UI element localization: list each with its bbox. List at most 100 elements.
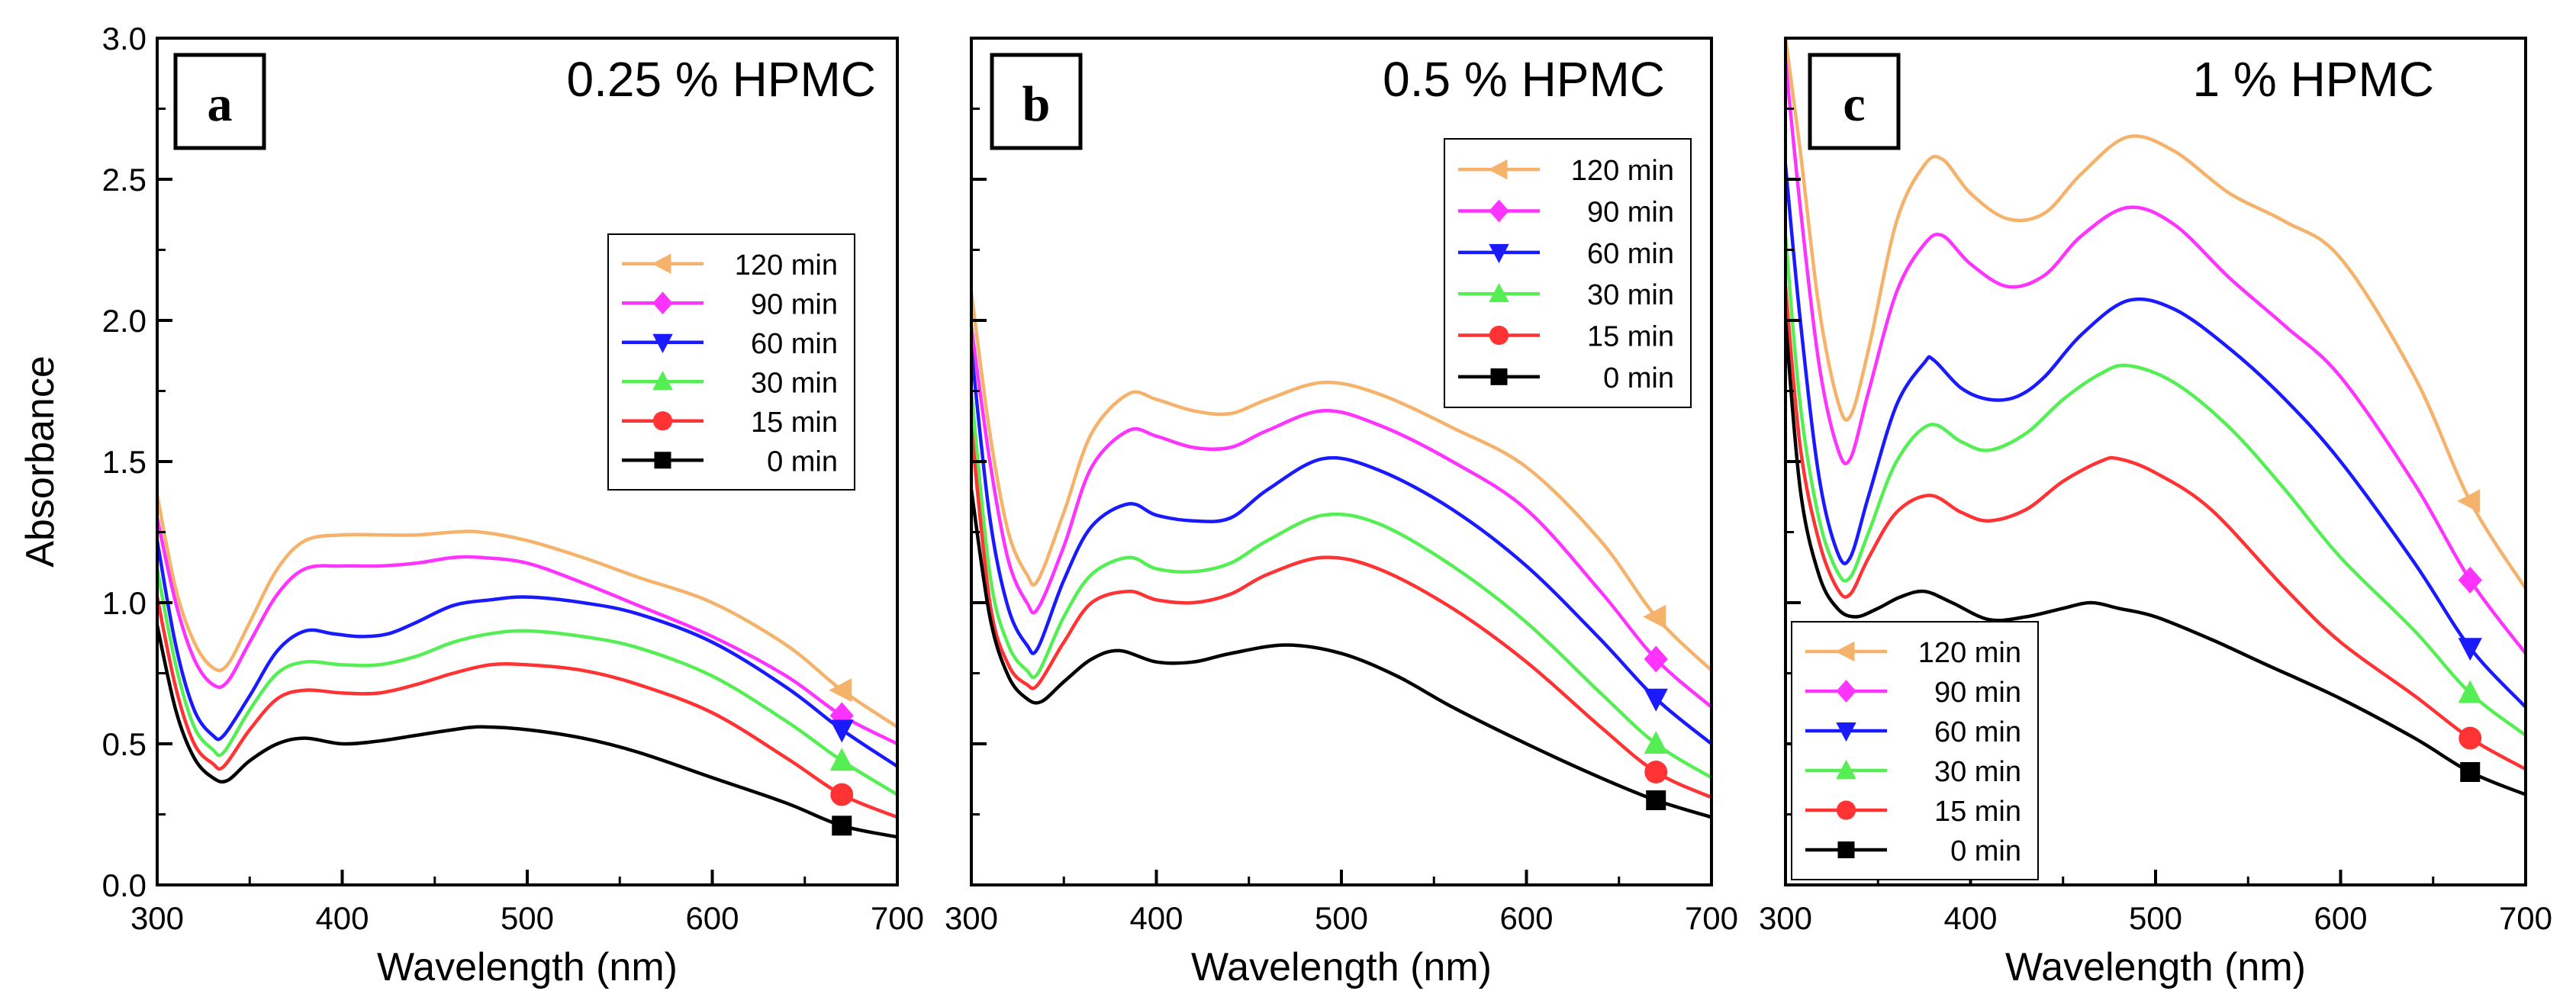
- panel-c-series-60-min-marker: [2458, 638, 2482, 661]
- panel-c-series-120-min-marker: [2457, 489, 2481, 513]
- panel-b-series-15-min-marker: [1644, 761, 1668, 783]
- panel-a-label: a: [208, 76, 233, 132]
- panel-b-label: b: [1022, 76, 1051, 132]
- panel-a-x-tick-label: 400: [315, 900, 369, 936]
- panel-b-series-90-min-marker: [1644, 645, 1668, 673]
- panel-a-series-0-min-marker: [832, 816, 852, 836]
- panel-b-legend: 120 min 90 min 60 min 30 min 15 min 0 min: [1444, 138, 1692, 408]
- panel-a-legend-label: 0 min: [767, 446, 838, 478]
- panel-a-y-tick-label: 1.5: [102, 444, 147, 480]
- panel-b-axes: 300 400 500 600 700: [945, 37, 1738, 936]
- panel-a-series-60-min-marker: [829, 719, 854, 743]
- panel-b-legend-box: [1444, 138, 1692, 408]
- panel-c-legend-marker: [1836, 722, 1856, 742]
- panel-a-series-60-min-line: [157, 539, 897, 768]
- panel-a-y-tick-label: 2.5: [102, 162, 147, 198]
- panel-a-x-tick-label: 600: [685, 900, 739, 936]
- panel-b-series-60-min-marker: [1644, 688, 1668, 712]
- panel-c-title: 1 % HPMC: [2193, 52, 2435, 107]
- panel-b-x-tick-label: 600: [1499, 900, 1553, 936]
- panel-b-legend-marker: [1490, 368, 1508, 385]
- panel-b-legend-label: 0 min: [1603, 362, 1674, 394]
- panel-c-legend-box: [1791, 621, 2039, 880]
- panel-a-y-tick-label: 0.5: [102, 726, 147, 762]
- panel-a-legend-marker: [652, 291, 673, 315]
- panel-b-series-120-min-marker: [1643, 604, 1666, 629]
- panel-a-title: 0.25 % HPMC: [567, 52, 876, 107]
- panel-c-legend-label: 15 min: [1934, 796, 2021, 828]
- panel-a-x-tick-label: 300: [130, 900, 184, 936]
- panel-b-legend-label: 60 min: [1587, 238, 1674, 270]
- panel-b-legend-label: 30 min: [1587, 279, 1674, 311]
- panel-a-series: [157, 494, 897, 839]
- panel-a-series-30-min-line: [157, 567, 897, 796]
- panel-a-y-axis-label: Absorbance: [18, 356, 63, 568]
- panel-a-y-tick-label: 1.0: [102, 585, 147, 621]
- panel-c-legend-label: 120 min: [1918, 637, 2021, 669]
- panel-b-series-60-min-line: [971, 346, 1711, 746]
- panel-b-label-box: [990, 53, 1083, 150]
- panel-a-legend-marker: [652, 370, 673, 391]
- panel-b-legend-label: 90 min: [1587, 197, 1674, 229]
- panel-a-legend-label: 30 min: [751, 367, 838, 399]
- panel-a-x-tick-label: 500: [501, 900, 554, 936]
- panel-a-series-0-min-line: [157, 623, 897, 839]
- panel-b-title: 0.5 % HPMC: [1383, 52, 1665, 107]
- panel-a-legend-label: 15 min: [751, 407, 838, 439]
- panel-c-x-tick-label: 500: [2129, 900, 2182, 936]
- panel-c: 300 400 500 600 700 c 1 % HPMC Wavelength (n…: [1759, 37, 2552, 989]
- panel-c-legend-marker: [1836, 759, 1856, 779]
- panel-c-series-90-min-marker: [2458, 566, 2482, 594]
- panel-b-series-0-min-marker: [1646, 790, 1666, 810]
- panel-a-legend-marker: [654, 452, 671, 469]
- panel-b-legend-marker: [1488, 159, 1508, 180]
- panel-a-series-90-min-line: [157, 516, 897, 746]
- panel-c-series: [1785, 38, 2526, 796]
- panel-c-series-60-min-line: [1785, 163, 2526, 709]
- panel-c-series-0-min-line: [1785, 318, 2526, 796]
- panel-c-x-tick-label: 600: [2314, 900, 2367, 936]
- panel-c-legend-label: 0 min: [1950, 835, 2021, 867]
- panel-a-series-120-min-line: [157, 494, 897, 729]
- panel-b-series-0-min-line: [971, 487, 1711, 819]
- panel-c-label: c: [1843, 76, 1865, 132]
- panel-c-series-0-min-marker: [2460, 762, 2481, 782]
- panel-b-series-30-min-line: [971, 389, 1711, 780]
- panel-a-legend-marker: [652, 253, 671, 274]
- panel-a-x-tick-label: 700: [871, 900, 924, 936]
- panel-b-legend-marker: [1489, 243, 1509, 264]
- panel-c-x-tick-label: 300: [1759, 900, 1812, 936]
- panel-c-legend-label: 90 min: [1934, 677, 2021, 709]
- panel-a-axes: 300 400 500 600 700 0.0 0.5 1.0 1.5 2.0 2.5 3.0: [102, 21, 924, 936]
- panel-c-series-15-min-line: [1785, 285, 2526, 771]
- panel-b-series-15-min-line: [971, 426, 1711, 799]
- panel-b-legend-marker: [1489, 282, 1509, 303]
- panel-c-x-tick-label: 700: [2499, 900, 2552, 936]
- panel-c-x-axis-label: Wavelength (nm): [2005, 945, 2306, 989]
- panel-a-series-120-min-marker: [829, 678, 852, 703]
- panel-b: 300 400 500 600 700 b 0.5 % HPMC Wavelength …: [945, 37, 1738, 989]
- panel-b-x-tick-label: 500: [1315, 900, 1368, 936]
- panel-a-x-axis-label: Wavelength (nm): [377, 945, 678, 989]
- panel-a-series-15-min-line: [157, 595, 897, 819]
- panel-c-legend-label: 60 min: [1934, 716, 2021, 748]
- panel-b-series-90-min-line: [971, 324, 1711, 709]
- panel-a-series-30-min-marker: [829, 748, 854, 771]
- panel-c-series-30-min-line: [1785, 233, 2526, 738]
- panel-a-legend: 120 min 90 min 60 min 30 min 15 min 0 min: [607, 233, 855, 491]
- panel-b-x-tick-label: 400: [1129, 900, 1183, 936]
- panel-a-legend-box: [607, 233, 855, 491]
- panel-c-legend-label: 30 min: [1934, 756, 2021, 788]
- panel-b-legend-label: 15 min: [1587, 321, 1674, 353]
- panel-b-legend-label: 120 min: [1571, 155, 1674, 187]
- panel-c-label-box: [1808, 53, 1901, 150]
- panel-a-legend-label: 90 min: [751, 288, 838, 320]
- panel-a-legend-label: 120 min: [735, 249, 838, 282]
- panel-c-legend-marker: [1836, 800, 1856, 820]
- panel-a-label-box: [173, 53, 266, 150]
- panel-a-y-tick-label: 2.0: [102, 303, 147, 339]
- panel-c-series-30-min-marker: [2458, 680, 2482, 703]
- panel-c-legend: 120 min 90 min 60 min 30 min 15 min 0 min: [1791, 621, 2039, 880]
- panel-a-legend-label: 60 min: [751, 328, 838, 360]
- panel-a-y-tick-label: 0.0: [102, 867, 147, 903]
